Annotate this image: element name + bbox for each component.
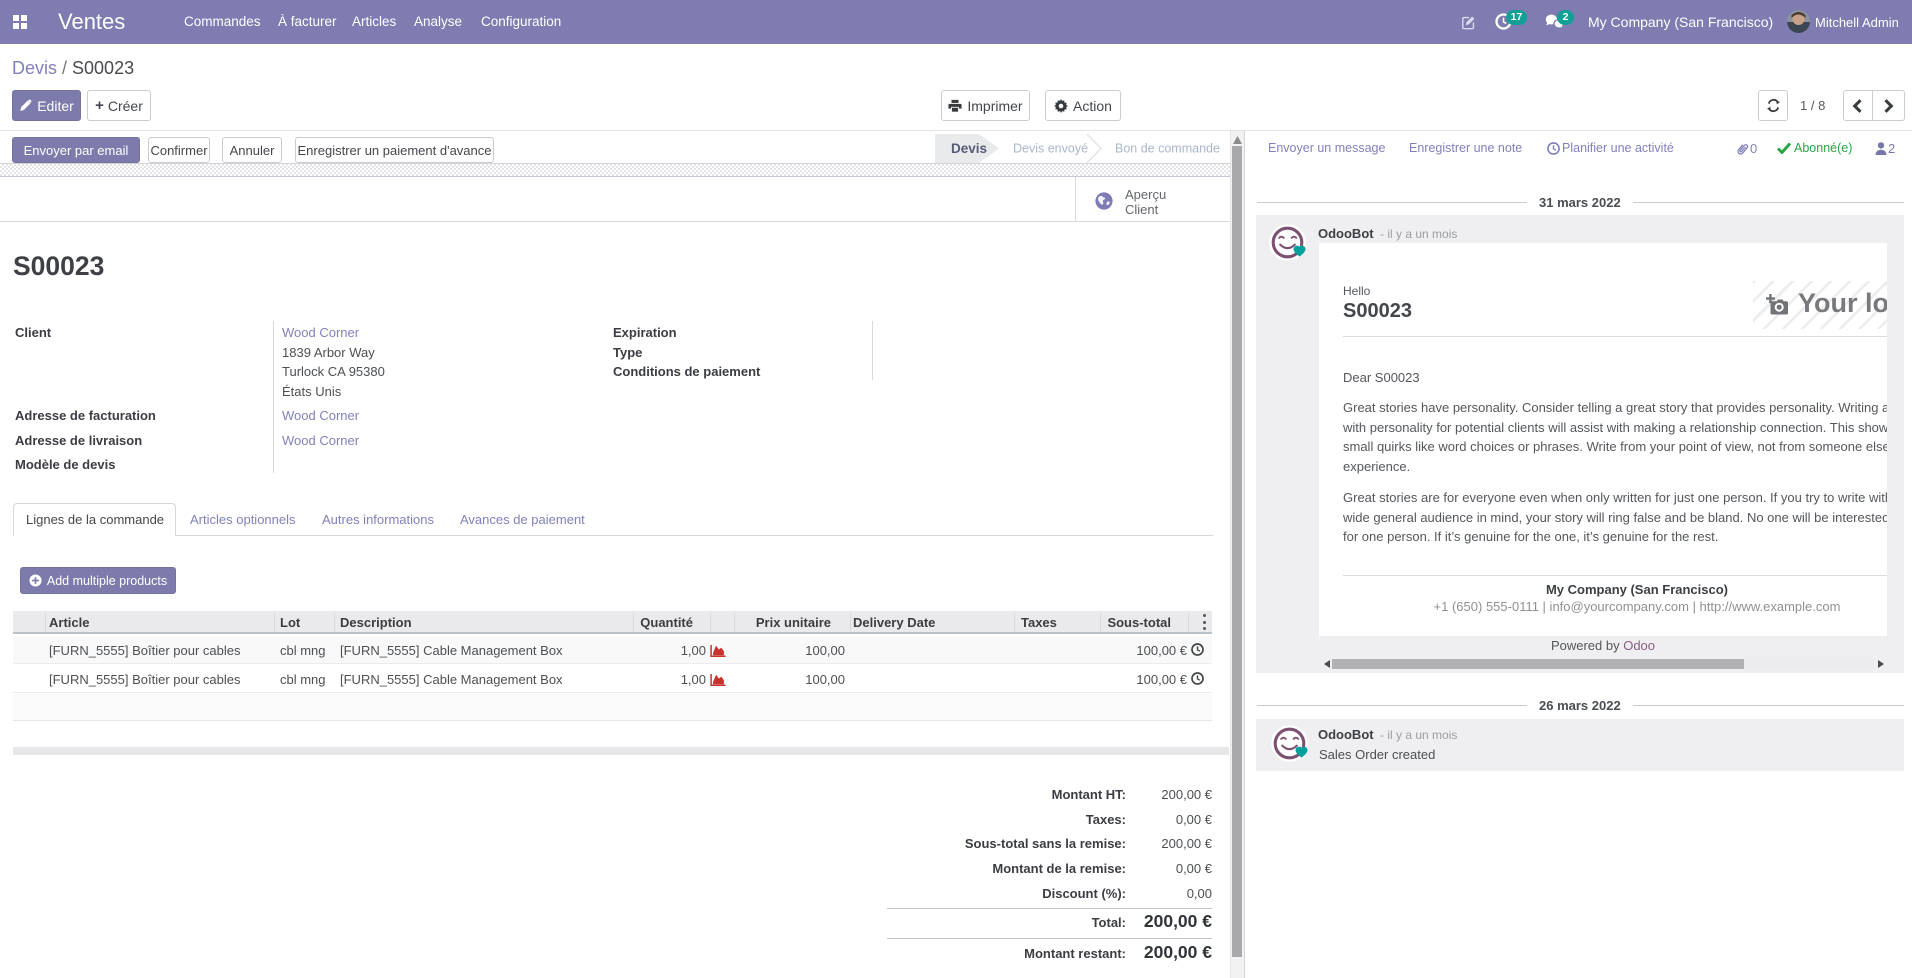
svg-text:Devis: Devis	[951, 141, 987, 156]
svg-text:Bon de commande: Bon de commande	[1115, 142, 1220, 156]
svg-text:Devis envoyé: Devis envoyé	[1013, 142, 1088, 156]
